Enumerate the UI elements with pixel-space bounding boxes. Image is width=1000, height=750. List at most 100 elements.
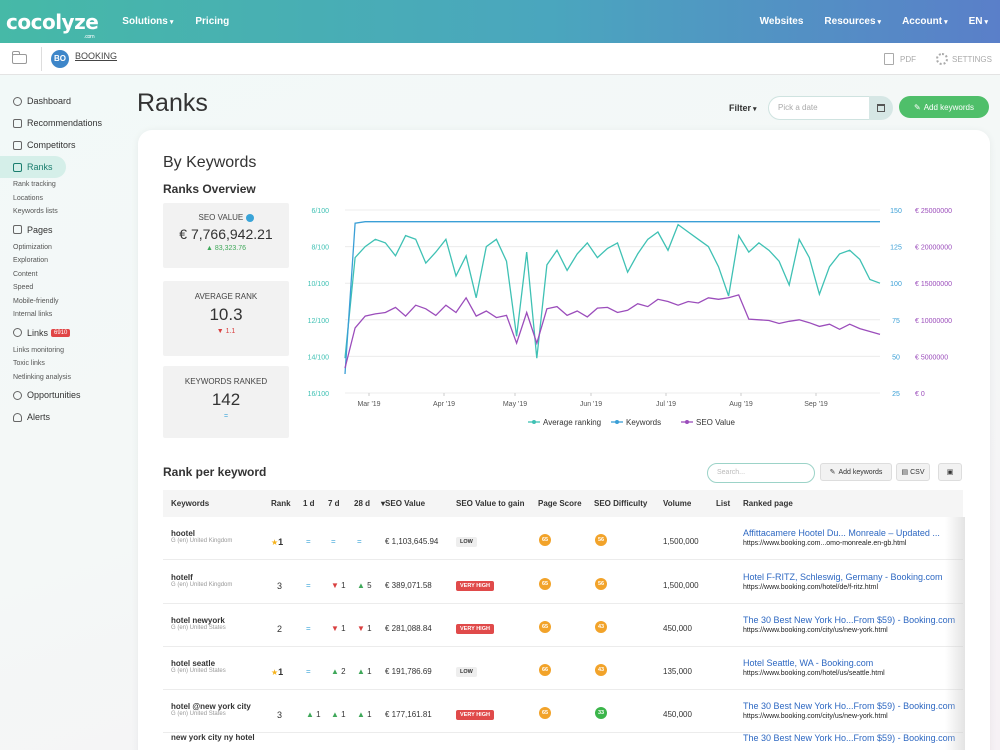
th-1d[interactable]: 1 d [303, 499, 315, 508]
sidebar-subitem-rank-tracking[interactable]: Rank tracking [13, 181, 56, 188]
ranked-page-link[interactable]: The 30 Best New York Ho...From $59) - Bo… [743, 615, 956, 625]
nav-account[interactable]: Account ▾ [902, 16, 948, 27]
sidebar-item-ranks[interactable]: Ranks [0, 156, 66, 178]
sidebar-subitem-optimization[interactable]: Optimization [13, 243, 52, 251]
gear-icon[interactable] [935, 53, 948, 65]
ranked-page-cell[interactable]: Affittacamere Hootel Du... Monreale – Up… [743, 528, 940, 547]
sidebar-subitem-locations[interactable]: Locations [13, 194, 43, 202]
keyword-cell[interactable]: new york city ny hotel [171, 733, 255, 742]
keyword-cell[interactable]: hotel seatle G (en) United States [171, 659, 226, 674]
ranked-page-cell[interactable]: The 30 Best New York Ho...From $59) - Bo… [743, 701, 955, 720]
nav-language[interactable]: EN ▾ [969, 16, 988, 27]
table-row[interactable]: hotel @new york city G (en) United States… [163, 690, 963, 733]
keyword-cell[interactable]: hootel G (en) United Kingdom [171, 529, 232, 544]
pdf-icon[interactable] [883, 53, 894, 65]
keyword-cell[interactable]: hotel @new york city G (en) United States [171, 702, 251, 717]
ranks-overview-title: Ranks Overview [163, 182, 256, 196]
th-ranked-page[interactable]: Ranked page [743, 499, 793, 508]
csv-export-button[interactable]: ▤ CSV [896, 463, 930, 481]
th-seo-value-to-gain[interactable]: SEO Value to gain [456, 499, 525, 508]
sidebar-item-links[interactable]: Links 6910 [0, 322, 130, 344]
sidebar-item-pages[interactable]: Pages [0, 219, 130, 241]
th-seo-difficulty[interactable]: SEO Difficulty [594, 499, 648, 508]
date-picker-input[interactable]: Pick a date [768, 96, 870, 120]
keyword-cell[interactable]: hotel newyork G (en) United States [171, 616, 226, 631]
sidebar-subitem-mobile-friendly[interactable]: Mobile-friendly [13, 297, 59, 305]
sidebar-subitem-internal-links[interactable]: Internal links [13, 311, 53, 318]
folder-icon[interactable] [12, 50, 27, 64]
sidebar-item-opportunities[interactable]: Opportunities [0, 384, 130, 406]
sidebar-subitem-toxic-links[interactable]: Toxic links [13, 360, 45, 367]
rank-value: 3 [277, 581, 283, 591]
site-avatar[interactable]: BO [51, 49, 69, 68]
add-keywords-button[interactable]: ✎ Add keywords [899, 96, 989, 118]
page-score-cell: 65 [539, 707, 551, 719]
nav-websites[interactable]: Websites [759, 16, 804, 27]
ranked-page-link[interactable]: Hotel Seattle, WA - Booking.com [743, 658, 874, 668]
chevron-down-icon: ▾ [877, 19, 882, 26]
y-right-tick: € 25000000 [915, 208, 952, 215]
keyword-search-input[interactable]: Search... [707, 463, 815, 483]
table-row[interactable]: hootel G (en) United Kingdom ★1 = = = € 1,103,… [163, 517, 963, 560]
table-row[interactable]: hotel seatle G (en) United States ★1 = ▲ 2 ▲ … [163, 647, 963, 690]
nav-resources-label: Resources [824, 16, 876, 27]
divider [41, 46, 42, 71]
th-volume[interactable]: Volume [663, 499, 692, 508]
ranked-page-link[interactable]: The 30 Best New York Ho...From $59) - Bo… [743, 733, 956, 743]
sidebar-item-competitors[interactable]: Competitors [0, 134, 130, 156]
columns-toggle-button[interactable]: ▣ [938, 463, 962, 481]
ranked-page-url: https://www.booking.com...omo-monreale.e… [743, 540, 907, 547]
table-add-keywords-button[interactable]: ✎ Add keywords [820, 463, 892, 481]
table-row[interactable]: hotelf G (en) United Kingdom 3 = ▼ 1 ▲ 5 € 389… [163, 561, 963, 604]
seo-gain-badge: LOW [456, 537, 477, 547]
sidebar-subitem-netlinking-analysis[interactable]: Netlinking analysis [13, 373, 71, 381]
cocolyze-logo[interactable]: cocolyze .com [6, 10, 99, 40]
th-28d[interactable]: 28 d [354, 499, 371, 508]
th-keywords[interactable]: Keywords [171, 499, 210, 508]
seo-difficulty-cell: 56 [595, 534, 607, 546]
delta-28d-value: 1 [367, 710, 372, 719]
keyword-cell[interactable]: hotelf G (en) United Kingdom [171, 573, 232, 588]
ranked-page-cell[interactable]: The 30 Best New York Ho...From $59) - Bo… [743, 733, 955, 743]
ranked-page-cell[interactable]: Hotel Seattle, WA - Booking.com https://w… [743, 658, 885, 677]
sort-desc-icon: ▾ [381, 499, 386, 508]
y-left-tick: 12/100 [308, 318, 330, 325]
sidebar-subitem-links-monitoring[interactable]: Links monitoring [13, 346, 64, 354]
sidebar-subitem-speed[interactable]: Speed [13, 284, 34, 291]
ranked-page-cell[interactable]: The 30 Best New York Ho...From $59) - Bo… [743, 615, 955, 634]
seo-value-delta: ▲ 83,323.76 [205, 245, 247, 252]
ranked-page-link[interactable]: The 30 Best New York Ho...From $59) - Bo… [743, 701, 956, 711]
pdf-label[interactable]: PDF [899, 54, 916, 64]
keyword-location-text: (en) United Kingdom [177, 582, 233, 588]
site-name-link[interactable]: BOOKING [75, 50, 118, 61]
arrow-down-icon: ▼ [331, 581, 339, 590]
th-list[interactable]: List [716, 499, 731, 508]
legend-label: SEO Value [696, 418, 736, 427]
sidebar-subitem-exploration[interactable]: Exploration [13, 257, 49, 264]
sidebar-subitem-keywords-lists[interactable]: Keywords lists [13, 208, 58, 215]
nav-pricing[interactable]: Pricing [195, 16, 230, 27]
th-7d[interactable]: 7 d [328, 499, 340, 508]
th-seo-value[interactable]: ▾SEO Value [381, 499, 425, 508]
page-score-badge: 65 [539, 621, 551, 633]
th-page-score[interactable]: Page Score [538, 499, 582, 508]
ranked-page-cell[interactable]: Hotel F-RITZ, Schleswig, Germany - Booki… [743, 572, 943, 591]
sidebar-item-alerts[interactable]: Alerts [0, 406, 130, 428]
ranked-page-link[interactable]: Affittacamere Hootel Du... Monreale – Up… [743, 528, 940, 538]
arrow-up-icon: ▲ [357, 581, 365, 590]
sidebar-item-dashboard[interactable]: Dashboard [0, 90, 130, 112]
filter-dropdown[interactable]: Filter ▾ [729, 103, 757, 113]
ranked-page-link[interactable]: Hotel F-RITZ, Schleswig, Germany - Booki… [743, 572, 943, 582]
seo-value-cell: € 191,786.69 [385, 667, 432, 676]
calendar-button[interactable] [869, 96, 893, 120]
settings-label[interactable]: SETTINGS [951, 54, 992, 64]
table-row[interactable]: hotel newyork G (en) United States 2 = ▼ 1 ▼ … [163, 604, 963, 647]
nav-resources[interactable]: Resources ▾ [824, 16, 881, 27]
sidebar-subitem-content[interactable]: Content [13, 270, 38, 278]
info-icon[interactable] [245, 213, 254, 222]
table-row[interactable]: new york city ny hotel The 30 Best New Yo… [163, 733, 963, 750]
arrow-up-icon: ▲ [331, 710, 339, 719]
nav-solutions[interactable]: Solutions ▾ [122, 16, 173, 27]
th-rank[interactable]: Rank [271, 499, 291, 508]
sidebar-item-recommendations[interactable]: Recommendations [0, 112, 130, 134]
